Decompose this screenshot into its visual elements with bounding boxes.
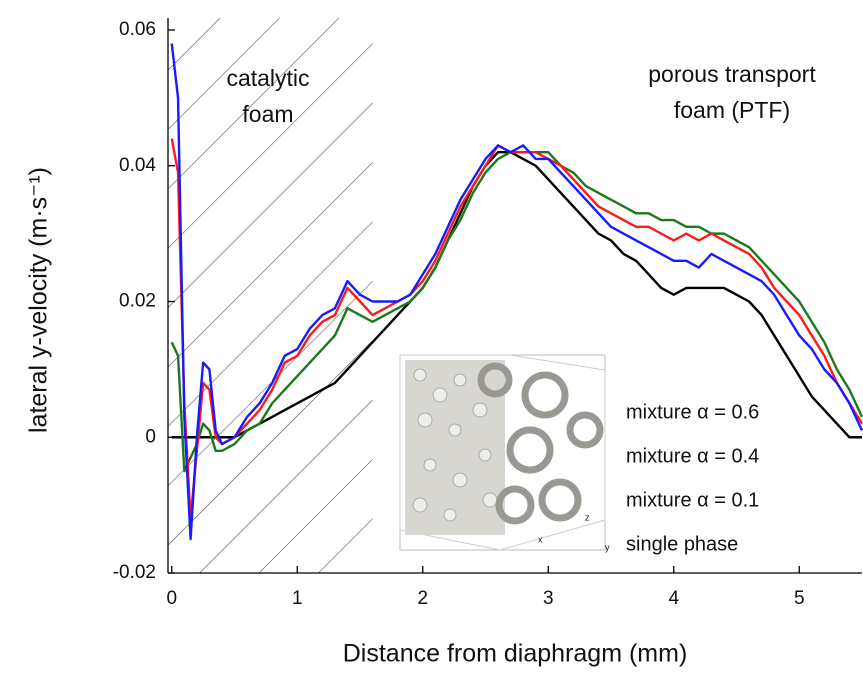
y-tick-label: 0 bbox=[145, 426, 156, 447]
legend-entry: mixture α = 0.4 bbox=[626, 445, 759, 467]
x-axis-label: Distance from diaphragm (mm) bbox=[343, 640, 688, 668]
x-tick-label: 2 bbox=[417, 588, 428, 609]
annotation: porous transport bbox=[648, 61, 816, 87]
svg-text:x: x bbox=[538, 534, 543, 544]
y-tick-label: 0.06 bbox=[119, 19, 156, 40]
series-line bbox=[170, 43, 863, 541]
legend-entry: mixture α = 0.6 bbox=[626, 401, 759, 423]
annotation: foam bbox=[242, 101, 293, 127]
y-tick-label: 0.04 bbox=[119, 155, 156, 176]
svg-text:y: y bbox=[605, 542, 610, 552]
series-line bbox=[170, 138, 863, 520]
series-line bbox=[170, 150, 863, 473]
x-tick-label: 3 bbox=[543, 588, 554, 609]
foam-inset-image: z x y bbox=[399, 354, 610, 552]
hatched-region bbox=[168, 18, 373, 573]
y-tick-label: 0.02 bbox=[119, 291, 156, 312]
legend-entry: mixture α = 0.1 bbox=[626, 489, 759, 511]
y-axis-label: lateral y-velocity (m·s⁻¹) bbox=[25, 167, 53, 433]
x-tick-label: 4 bbox=[668, 588, 679, 609]
svg-text:z: z bbox=[585, 512, 590, 522]
x-tick-label: 1 bbox=[292, 588, 303, 609]
annotation: catalytic bbox=[226, 65, 309, 91]
annotation: foam (PTF) bbox=[674, 97, 790, 123]
x-tick-label: 5 bbox=[794, 588, 805, 609]
y-tick-label: -0.02 bbox=[113, 562, 156, 583]
x-tick-label: 0 bbox=[166, 588, 177, 609]
legend-entry: single phase bbox=[626, 533, 738, 555]
